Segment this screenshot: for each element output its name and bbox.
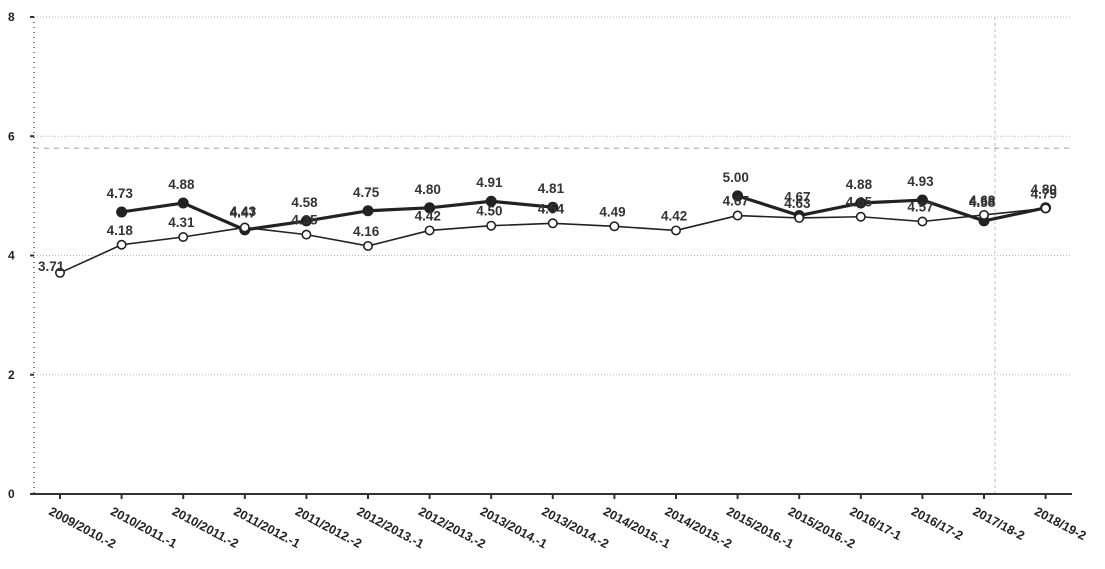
data-label: 4.67 (784, 190, 810, 205)
data-labels: 4.73 4.88 4.43 4.58 4.75 4.80 4.91 4.81 5.00 4.67… (38, 170, 1057, 274)
data-label: 4.88 (168, 177, 195, 192)
data-label: 4.31 (168, 215, 195, 230)
data-point-thin (301, 229, 312, 240)
x-tick-label: 2016/17-2 (909, 504, 965, 543)
x-tick-label: 2015/2016.-2 (786, 504, 858, 551)
x-tick-label: 2012/2013.-1 (355, 504, 427, 551)
series-line-bold (121, 194, 1046, 232)
data-label: 4.50 (476, 204, 502, 219)
data-point-thin (116, 239, 127, 250)
x-tick-label: 2015/2016.-1 (724, 504, 796, 551)
data-label: 4.49 (599, 204, 625, 219)
data-label: 4.88 (846, 177, 873, 192)
data-points (54, 190, 1052, 278)
data-label: 5.00 (723, 170, 749, 185)
data-point-thin (424, 225, 435, 236)
data-label: 4.47 (230, 205, 256, 220)
x-tick-label: 2014/2015.-1 (601, 504, 673, 551)
data-label: 4.58 (291, 195, 318, 210)
data-point-bold (300, 215, 312, 227)
data-label: 4.18 (107, 223, 134, 238)
x-tick-labels: 2009/2010.-22010/2011.-12010/2011.-22011… (47, 504, 1089, 551)
data-point-thin (362, 240, 373, 251)
data-label: 4.75 (353, 185, 380, 200)
series-line-thin (59, 207, 1046, 274)
y-tick-label: 6 (8, 129, 15, 143)
data-point-thin (609, 221, 620, 232)
axes (30, 16, 1072, 499)
x-tick-label: 2011/2012.-2 (293, 504, 364, 551)
data-label: 4.42 (661, 208, 687, 223)
data-point-thin (1040, 203, 1051, 214)
data-point-bold (116, 206, 128, 218)
data-label: 4.42 (415, 208, 441, 223)
data-label: 4.91 (476, 175, 503, 190)
data-point-thin (794, 212, 805, 223)
data-point-thin (486, 220, 497, 231)
data-label: 4.63 (784, 196, 811, 211)
y-tick-label: 2 (8, 368, 15, 382)
data-point-thin (917, 216, 928, 227)
data-point-thin (547, 218, 558, 229)
data-label: 4.80 (1031, 182, 1057, 197)
x-tick-label: 2010/2011.-1 (108, 504, 179, 551)
x-tick-label: 2013/2014.-2 (539, 504, 611, 551)
x-tick-label: 2017/18-2 (971, 504, 1027, 543)
data-point-thin (732, 210, 743, 221)
x-tick-label: 2010/2011.-2 (170, 504, 241, 551)
data-point-thin (54, 267, 65, 278)
data-label: 4.16 (353, 224, 380, 239)
x-tick-label: 2011/2012.-1 (231, 504, 302, 551)
data-label: 4.58 (969, 195, 996, 210)
data-label: 4.54 (538, 201, 565, 216)
data-label: 4.93 (907, 174, 934, 189)
x-tick-label: 2012/2013.-2 (416, 504, 488, 551)
data-label: 4.80 (415, 182, 441, 197)
y-tick-label: 8 (8, 10, 15, 24)
x-tick-label: 2013/2014.-1 (478, 504, 550, 551)
data-point-bold (485, 195, 497, 207)
y-tick-labels: 0 2 4 6 8 (8, 10, 15, 501)
data-point-thin (670, 225, 681, 236)
data-point-thin (178, 232, 189, 243)
y-tick-label: 0 (8, 487, 15, 501)
data-label: 4.68 (969, 193, 996, 208)
data-point-thin (239, 222, 250, 233)
data-label: 4.65 (846, 195, 873, 210)
data-label: 4.67 (723, 194, 749, 209)
data-point-bold (362, 205, 374, 217)
x-tick-label: 2018/19-2 (1032, 504, 1088, 543)
x-tick-label: 2014/2015.-2 (663, 504, 735, 551)
data-point-bold (424, 202, 436, 214)
data-label: 3.71 (38, 259, 65, 274)
data-point-bold (916, 194, 928, 206)
x-tick-label: 2009/2010.-2 (47, 504, 119, 551)
data-label: 4.57 (907, 200, 933, 215)
data-point-bold (177, 197, 189, 209)
data-point-bold (732, 190, 744, 202)
data-point-bold (855, 197, 867, 209)
data-label: 4.79 (1031, 186, 1057, 201)
data-label: 4.43 (230, 204, 257, 219)
data-label: 4.35 (291, 213, 318, 228)
data-point-thin (855, 211, 866, 222)
data-point-bold (547, 201, 559, 213)
y-tick-label: 4 (8, 249, 15, 263)
grid-lines (34, 16, 1072, 494)
data-label: 4.81 (538, 181, 565, 196)
data-point-thin (978, 209, 989, 220)
data-label: 4.73 (107, 186, 134, 201)
